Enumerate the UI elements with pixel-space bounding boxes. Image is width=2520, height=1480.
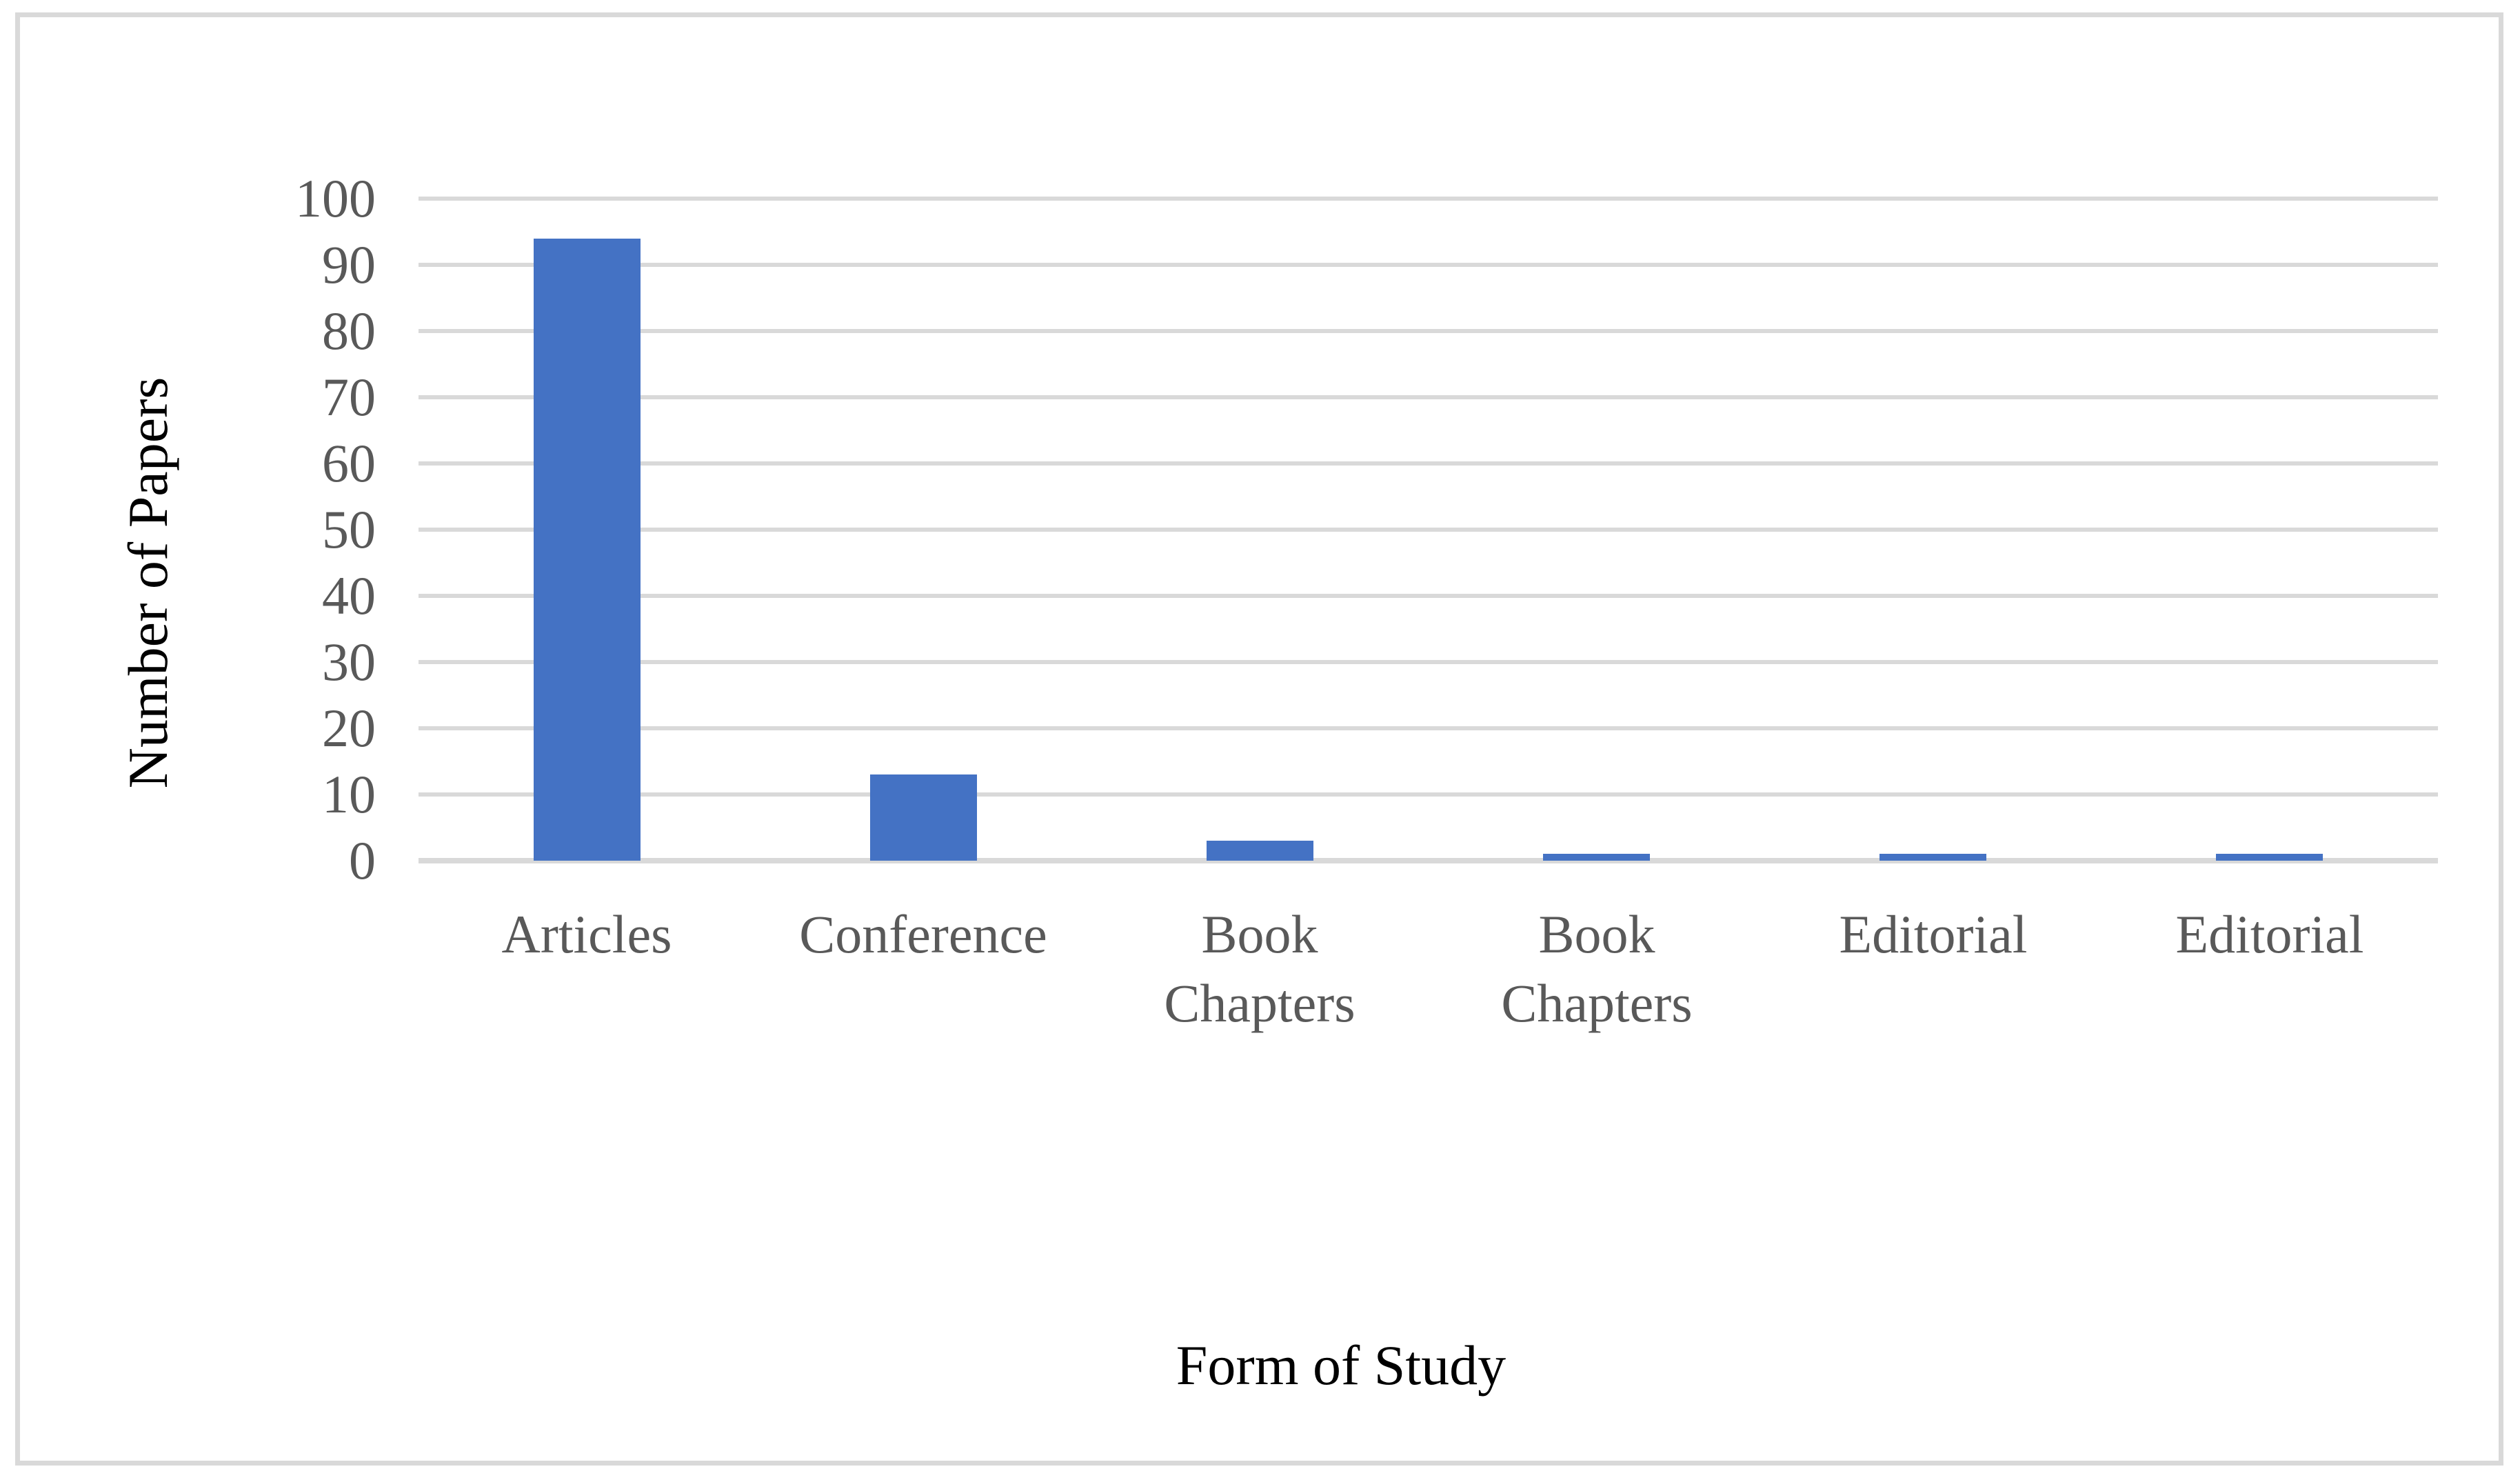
y-axis-tick-label: 50 <box>322 499 376 559</box>
gridline <box>419 461 2438 466</box>
x-axis-title: Form of Study <box>1176 1334 1506 1397</box>
category-label: Book Chapters <box>1501 904 1693 1033</box>
y-axis-tick-label: 40 <box>322 566 376 626</box>
gridline <box>419 197 2438 201</box>
gridline <box>419 792 2438 797</box>
y-axis-tick-label: 20 <box>322 698 376 758</box>
category-label: Conference <box>799 904 1047 964</box>
gridline <box>419 528 2438 532</box>
category-label: Articles <box>501 904 672 964</box>
gridline <box>419 329 2438 333</box>
y-axis-tick-label: 70 <box>322 367 376 427</box>
gridline <box>419 726 2438 730</box>
gridline <box>419 263 2438 267</box>
y-axis-tick-label: 0 <box>349 830 376 890</box>
bar-articles <box>534 239 641 861</box>
bar-editorial <box>1879 854 1986 861</box>
gridline <box>419 660 2438 664</box>
y-axis-tick-label: 30 <box>322 632 376 692</box>
y-axis-tick-label: 90 <box>322 234 376 294</box>
bar-editorial <box>2216 854 2323 861</box>
bar-book-chapters <box>1543 854 1650 861</box>
y-axis-tick-label: 10 <box>322 764 376 824</box>
category-label: Book Chapters <box>1164 904 1355 1033</box>
y-axis-tick-label: 80 <box>322 301 376 361</box>
bar-conference <box>870 774 977 861</box>
bar-book-chapters <box>1207 841 1313 861</box>
category-label: Editorial <box>2175 904 2364 964</box>
y-axis-title: Number of Papers <box>117 377 179 789</box>
x-axis-line <box>419 858 2438 863</box>
y-axis-tick-label: 100 <box>295 168 376 228</box>
gridline <box>419 395 2438 399</box>
y-axis-tick-label: 60 <box>322 433 376 493</box>
chart-outer-border <box>15 12 2503 1466</box>
category-label: Editorial <box>1839 904 2028 964</box>
gridline <box>419 594 2438 598</box>
